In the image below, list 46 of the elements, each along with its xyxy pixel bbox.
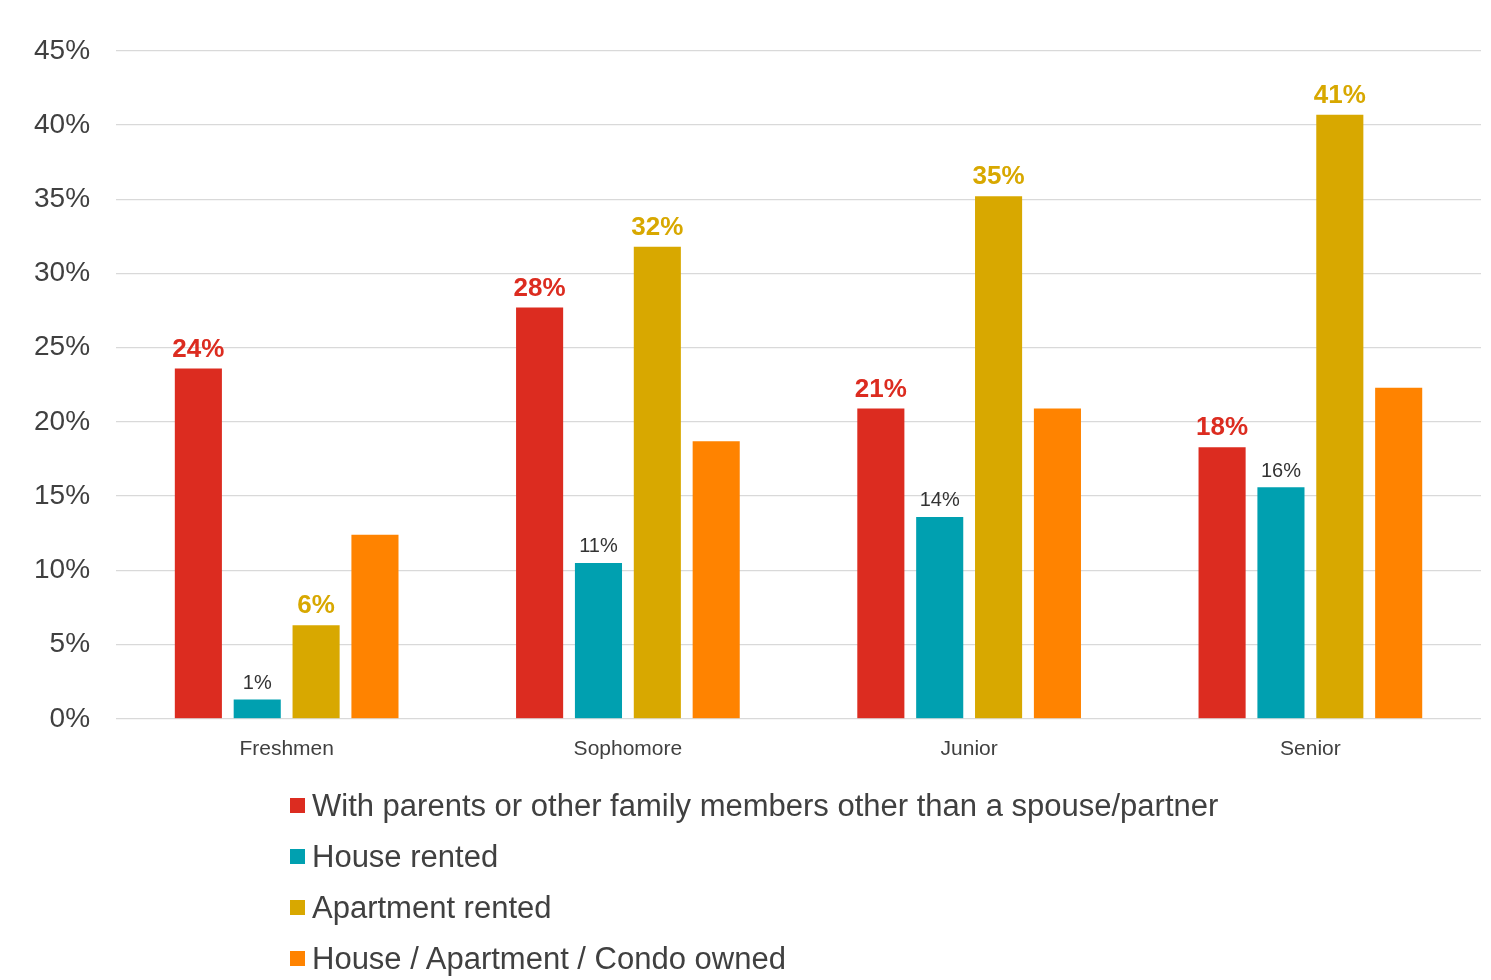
bar bbox=[351, 534, 399, 719]
bar bbox=[975, 196, 1023, 719]
bar bbox=[574, 562, 623, 719]
data-label: 16% bbox=[1260, 458, 1302, 481]
data-label: 18% bbox=[1196, 411, 1249, 442]
bar bbox=[857, 408, 905, 719]
y-tick-label: 20% bbox=[33, 404, 91, 436]
y-tick-label: 30% bbox=[33, 256, 91, 288]
bar bbox=[692, 441, 740, 719]
data-label: 28% bbox=[513, 271, 566, 302]
x-tick-label: Sophomore bbox=[573, 736, 683, 760]
y-tick-label: 40% bbox=[33, 107, 91, 139]
bar bbox=[1198, 447, 1246, 719]
bar bbox=[1033, 408, 1081, 719]
data-label: 41% bbox=[1313, 78, 1366, 109]
bar bbox=[516, 307, 564, 719]
data-label: 1% bbox=[242, 671, 272, 694]
data-label: 32% bbox=[631, 210, 684, 241]
data-label: 11% bbox=[579, 534, 618, 557]
legend-label: With parents or other family members other than a spouse/partner bbox=[312, 787, 1219, 824]
data-label: 14% bbox=[919, 488, 960, 511]
data-label: 24% bbox=[172, 332, 225, 363]
y-tick-label: 35% bbox=[33, 181, 91, 213]
legend-label: Apartment rented bbox=[312, 889, 552, 926]
data-label: 35% bbox=[972, 160, 1025, 191]
x-tick-label: Junior bbox=[940, 736, 998, 760]
y-tick-label: 0% bbox=[49, 701, 91, 733]
bar bbox=[633, 246, 681, 719]
bar bbox=[1257, 487, 1305, 719]
bar bbox=[916, 516, 964, 719]
bar bbox=[174, 368, 222, 719]
y-tick-label: 15% bbox=[33, 478, 91, 510]
legend-label: House rented bbox=[312, 838, 499, 875]
bar bbox=[292, 625, 340, 719]
data-label: 6% bbox=[297, 589, 335, 620]
bar bbox=[1375, 387, 1423, 719]
y-tick-label: 25% bbox=[33, 330, 91, 362]
legend-label: House / Apartment / Condo owned bbox=[312, 940, 786, 977]
x-tick-label: Freshmen bbox=[239, 736, 334, 760]
y-tick-label: 45% bbox=[33, 33, 91, 65]
y-tick-label: 5% bbox=[49, 627, 91, 659]
x-tick-label: Senior bbox=[1280, 736, 1341, 760]
data-label: 21% bbox=[854, 372, 907, 403]
bar bbox=[233, 699, 281, 719]
bar bbox=[1316, 114, 1364, 719]
y-tick-label: 10% bbox=[33, 553, 91, 585]
